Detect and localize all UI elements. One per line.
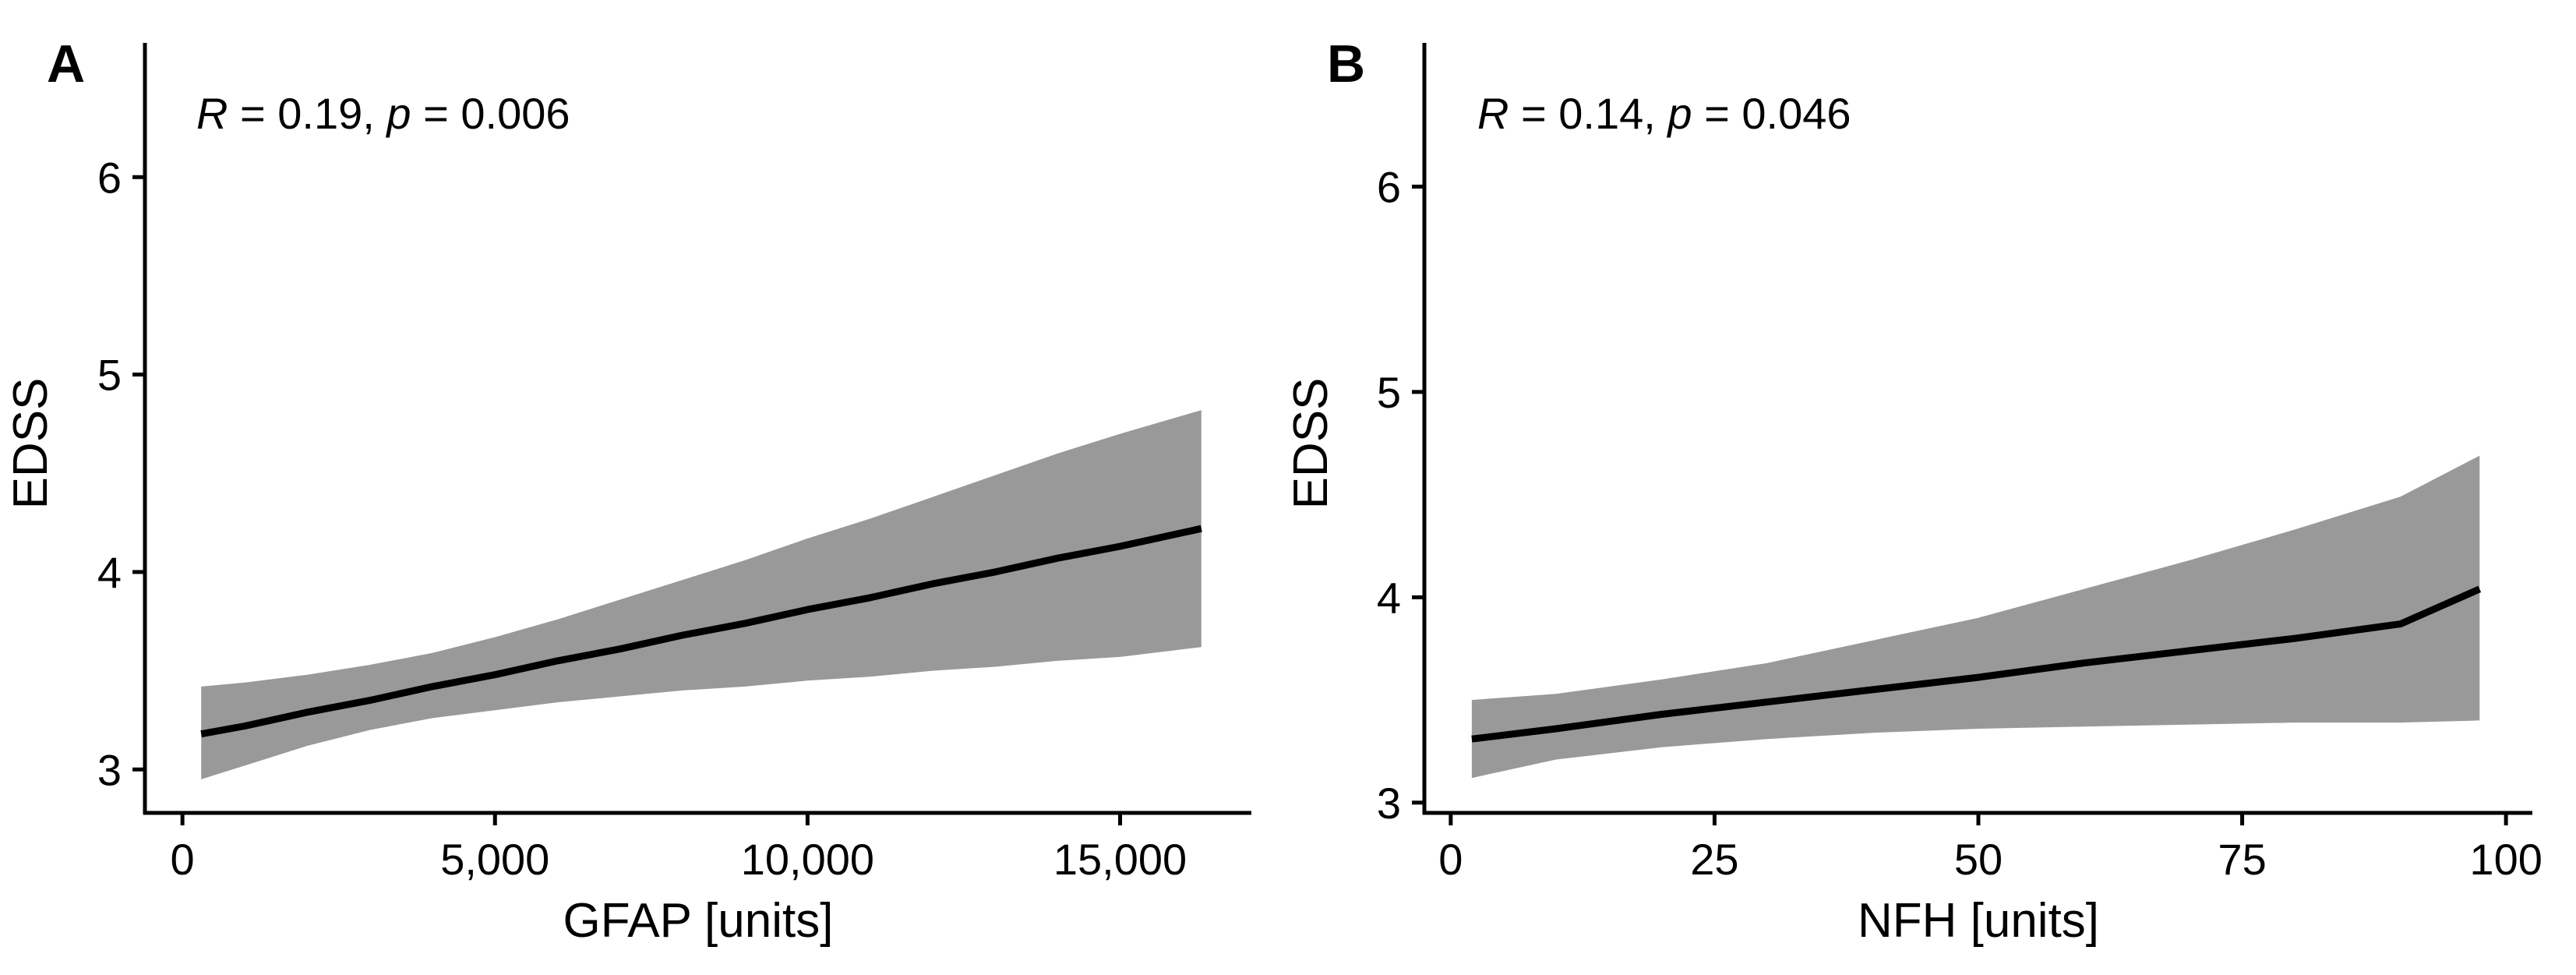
x-tick-label: 5,000 [440,835,549,884]
r-label: R [196,89,228,138]
p-label: p [385,89,411,138]
panel-letter: B [1327,34,1365,94]
x-axis-label: GFAP [units] [563,894,834,948]
x-tick-label: 75 [2218,835,2266,884]
x-tick-label: 25 [1690,835,1738,884]
x-axis-label: NFH [units] [1858,894,2099,948]
y-tick-label: 3 [1377,779,1401,828]
panel-letter: A [47,34,85,94]
p-value: = 0.046 [1692,89,1851,138]
correlation-annotation: R = 0.19, p = 0.006 [196,89,570,138]
y-tick-label: 6 [1377,162,1401,211]
r-value: = 0.14, [1509,89,1667,138]
regression-line [1471,585,2482,743]
regression-line [200,525,1202,738]
y-axis-label: EDSS [4,378,58,510]
confidence-band [201,410,1202,779]
y-tick-label: 5 [97,351,122,400]
y-tick-label: 6 [97,153,122,202]
x-tick-label: 50 [1954,835,2003,884]
p-label: p [1666,89,1692,138]
x-tick-label: 10,000 [741,835,874,884]
x-tick-label: 15,000 [1053,835,1187,884]
r-value: = 0.19, [228,89,386,138]
y-axis-label: EDSS [1284,378,1338,510]
x-tick-label: 0 [1438,835,1463,884]
y-tick-label: 3 [97,745,122,794]
panel-b: 0 25 50 75 100 3 4 5 6 NFH [units] EDSS B R = 0.14, … [1284,34,2542,948]
y-tick-label: 4 [97,548,122,597]
y-tick-label: 4 [1377,573,1401,622]
x-tick-label: 100 [2469,835,2542,884]
correlation-annotation: R = 0.14, p = 0.046 [1477,89,1851,138]
confidence-band [1471,455,2480,779]
r-label: R [1477,89,1509,138]
y-tick-label: 5 [1377,368,1401,417]
panel-a: 0 5,000 10,000 15,000 3 4 5 6 GFAP [units] EDSS A R… [4,34,1251,948]
x-tick-label: 0 [171,835,195,884]
p-value: = 0.006 [411,89,570,138]
